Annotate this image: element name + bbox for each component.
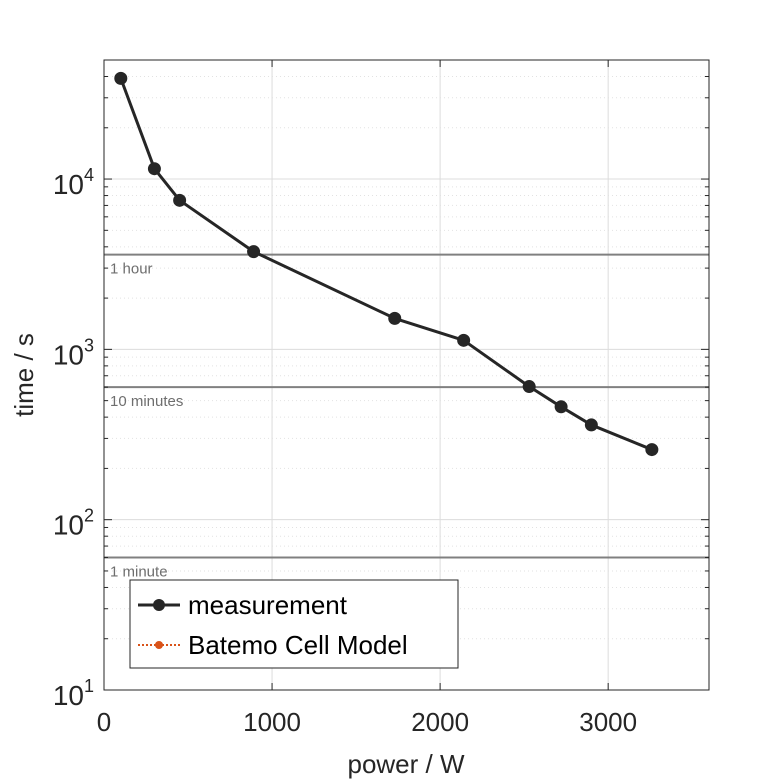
axis-ticks: 0 1000 2000 3000 101 102 103 104 <box>53 60 709 737</box>
y-axis-label: time / s <box>9 333 39 417</box>
legend-label: Batemo Cell Model <box>188 630 408 660</box>
data-point <box>457 333 471 347</box>
data-point <box>522 380 536 394</box>
data-point <box>114 71 128 85</box>
data-point <box>645 443 659 457</box>
reference-lines: 1 hour 10 minutes 1 minute <box>104 253 709 580</box>
data-point <box>554 400 568 414</box>
grid <box>104 60 709 690</box>
data-point <box>584 418 598 432</box>
x-axis-label: power / W <box>347 749 464 779</box>
legend: measurement Batemo Cell Model <box>129 579 459 669</box>
data-point <box>147 162 161 176</box>
data-point <box>247 245 261 259</box>
legend-marker <box>155 641 163 649</box>
series-line <box>119 77 653 451</box>
series <box>114 71 659 457</box>
reference-line-label: 1 minute <box>110 563 168 580</box>
x-tick-label: 2000 <box>411 707 469 737</box>
y-tick-label: 104 <box>53 165 94 200</box>
x-tick-label: 3000 <box>579 707 637 737</box>
data-point <box>388 311 402 325</box>
y-tick-label: 101 <box>53 676 94 711</box>
data-point <box>173 193 187 207</box>
legend-box <box>129 579 459 669</box>
y-tick-label: 102 <box>53 506 94 541</box>
reference-line-label: 1 hour <box>110 261 153 278</box>
x-tick-label: 0 <box>97 707 111 737</box>
legend-marker <box>153 599 165 611</box>
reference-line-label: 10 minutes <box>110 393 183 410</box>
y-tick-label: 103 <box>53 335 94 370</box>
legend-label: measurement <box>188 590 348 620</box>
x-tick-label: 1000 <box>243 707 301 737</box>
plot-frame <box>103 59 710 691</box>
